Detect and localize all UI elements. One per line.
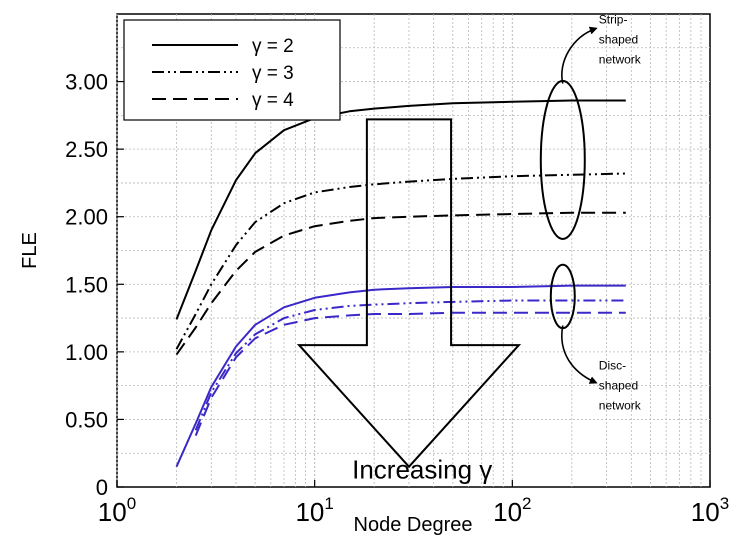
legend-label-gamma-2: γ = 2: [252, 36, 294, 57]
x-tick-label: 102: [493, 494, 531, 527]
y-tick-label: 3.00: [65, 70, 108, 95]
series-line-strip-gamma-4: [175, 211, 626, 356]
y-axis-label: FLE: [19, 232, 41, 269]
increasing-gamma-arrow: [296, 118, 522, 469]
series-layer: [175, 99, 626, 468]
series-line-disc-gamma-3: [194, 299, 626, 431]
disc-label-line-2: shaped: [599, 379, 638, 393]
y-tick-label: 0.50: [65, 407, 108, 432]
disc-label-line-3: network: [599, 399, 642, 413]
y-tick-label: 0: [96, 475, 108, 500]
legend-label-gamma-4: γ = 4: [252, 90, 294, 111]
x-axis-ticks: 100 101 102 103: [98, 480, 729, 527]
strip-callout-arrow: [561, 26, 598, 84]
y-tick-label: 1.50: [65, 272, 108, 297]
x-tick-base: 10: [98, 497, 127, 527]
x-tick-label: 101: [295, 494, 333, 527]
grid: [116, 14, 710, 487]
disc-network-label: Disc- shaped network: [599, 359, 642, 413]
x-tick-base: 10: [295, 497, 324, 527]
legend-label-gamma-3: γ = 3: [252, 63, 294, 84]
increasing-gamma-label: Increasing γ: [352, 454, 492, 484]
disc-label-line-1: Disc-: [599, 359, 626, 373]
x-tick-label: 103: [691, 494, 729, 527]
disc-callout-arrow: [561, 325, 598, 384]
strip-label-line-3: network: [599, 53, 642, 67]
y-axis-ticks: 0 0.50 1.00 1.50 2.00 2.50 3.00: [65, 70, 124, 500]
legend-box: [123, 19, 341, 121]
x-tick-exponent: 0: [127, 494, 136, 513]
legend: γ = 2 γ = 3 γ = 4: [123, 19, 341, 121]
y-tick-label: 1.00: [65, 340, 108, 365]
x-tick-exponent: 1: [324, 494, 333, 513]
y-tick-label: 2.00: [65, 205, 108, 230]
strip-label-line-1: Strip-: [599, 13, 628, 27]
series-line-strip-gamma-3: [175, 172, 626, 350]
strip-label-line-2: shaped: [599, 33, 638, 47]
x-tick-label: 100: [98, 494, 136, 527]
x-tick-exponent: 3: [720, 494, 729, 513]
strip-network-label: Strip- shaped network: [599, 13, 642, 67]
y-tick-label: 2.50: [65, 137, 108, 162]
series-line-disc-gamma-4: [194, 311, 626, 436]
x-tick-base: 10: [493, 497, 522, 527]
x-tick-exponent: 2: [522, 494, 531, 513]
series-line-disc-gamma-2: [175, 284, 626, 468]
x-tick-base: 10: [691, 497, 720, 527]
x-axis-label: Node Degree: [354, 514, 473, 536]
